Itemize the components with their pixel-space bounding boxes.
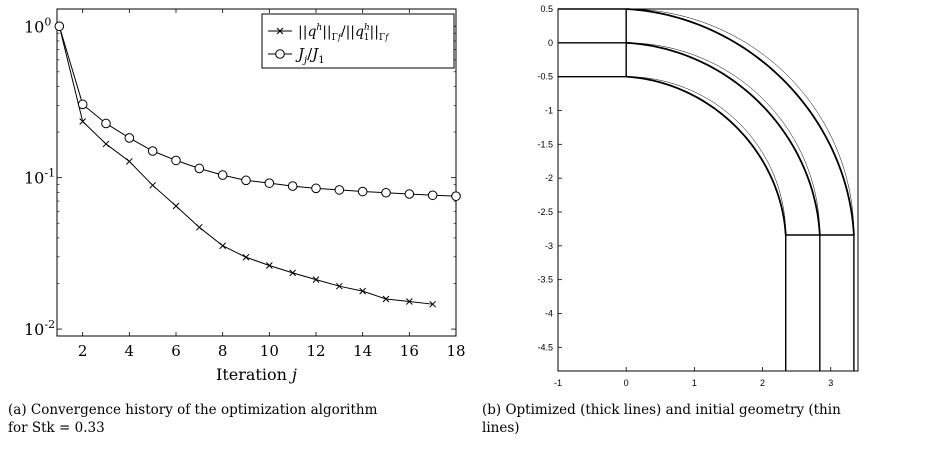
data-point-x: [265, 262, 273, 269]
caption-a-line1: (a) Convergence history of the optimizat…: [8, 402, 378, 418]
y-tick-label: 10-1: [24, 167, 55, 188]
geometry-chart: -1 0 1 2 3 0.5 0 -0.5 -1 -1.5 -2 -2.5 -3 -3.5 -4 -4.5: [537, 4, 859, 388]
legend-marker-x: [276, 27, 284, 35]
data-point-x: [335, 282, 343, 290]
data-point-o: [357, 186, 368, 197]
legend-label-objective: Jj/J1: [295, 45, 325, 66]
data-point-o: [264, 178, 275, 188]
data-point-o: [124, 133, 135, 143]
x-axis-label: Iteration j: [216, 365, 297, 384]
data-point-o: [287, 181, 298, 191]
x-tick-label: 14: [353, 342, 372, 360]
x-tick-label: 6: [171, 342, 181, 360]
data-point-o: [311, 183, 321, 194]
x-tick-label: 0: [624, 378, 629, 388]
y-tick-label: 0.5: [540, 4, 553, 14]
initial-inner-wall: [626, 76, 786, 236]
convergence-chart: 2 4 6 8 10 12 14 16 18 100 10-1 10-2 Iteration j ||qh…: [24, 8, 466, 384]
x-tick-label: 16: [400, 342, 419, 360]
plot-frame: [56, 8, 457, 337]
plot-frame: [557, 8, 859, 372]
y-tick-label: 10-2: [24, 318, 55, 339]
y-tick-label: -2: [545, 173, 553, 183]
data-point-x: [382, 295, 390, 303]
x-tick-label: 2: [760, 378, 765, 388]
data-point-x: [242, 253, 250, 261]
data-point-x: [405, 298, 413, 305]
optimized-center-line: [626, 41, 821, 236]
data-point-o: [451, 191, 461, 201]
caption-b-line1: (b) Optimized (thick lines) and initial …: [482, 402, 841, 418]
data-point-o: [101, 118, 111, 129]
y-tick-label: -4.5: [537, 342, 553, 352]
x-tick-label: 2: [78, 342, 88, 360]
data-point-x: [172, 202, 180, 210]
y-tick-label: 100: [24, 15, 51, 36]
y-tick-label: -2.5: [537, 207, 553, 217]
y-tick-label: -1.5: [537, 139, 553, 149]
initial-outer-wall: [626, 8, 855, 236]
y-tick-label: -3.5: [537, 275, 553, 285]
data-point-o: [381, 187, 391, 198]
x-tick-label: 12: [306, 342, 325, 360]
legend-marker-o: [275, 49, 285, 59]
x-tick-label: 18: [446, 342, 465, 360]
data-point-o: [334, 185, 345, 195]
caption-a-line2: for Stk = 0.33: [8, 420, 105, 436]
y-tick-label: -4: [545, 308, 553, 318]
data-point-x: [312, 276, 320, 284]
optimized-outer-wall: [626, 8, 855, 236]
x-tick-label: 10: [260, 342, 279, 360]
data-point-x: [149, 181, 157, 189]
data-point-x: [429, 300, 437, 308]
x-tick-label: -1: [554, 378, 562, 388]
data-point-x: [79, 118, 87, 125]
series-residual: [55, 22, 437, 308]
data-point-x: [102, 140, 110, 148]
legend-box: [261, 13, 455, 69]
x-tick-label: 4: [125, 342, 135, 360]
data-point-o: [54, 21, 65, 32]
data-point-o: [171, 155, 181, 166]
caption-a: (a) Convergence history of the optimizat…: [8, 401, 463, 437]
caption-b-line2: lines): [482, 420, 520, 436]
caption-b: (b) Optimized (thick lines) and initial …: [482, 401, 922, 437]
y-tick-label: -3: [545, 241, 553, 251]
data-point-x: [359, 287, 367, 295]
data-point-o: [427, 190, 438, 201]
data-point-o: [241, 175, 251, 186]
x-tick-label: 1: [692, 378, 697, 388]
data-point-x: [289, 269, 297, 277]
y-tick-label: 0: [548, 38, 553, 48]
y-tick-label: -0.5: [537, 72, 553, 82]
data-point-o: [404, 189, 415, 199]
data-point-o: [147, 146, 158, 156]
x-tick-label: 8: [218, 342, 228, 360]
data-point-o: [77, 99, 88, 110]
initial-center-line: [626, 42, 821, 236]
data-point-o: [194, 163, 205, 174]
x-tick-label: 3: [828, 378, 833, 388]
y-tick-label: -1: [545, 105, 553, 115]
legend-label-residual: ||qh||Γf/||qh 1||Γf: [298, 23, 390, 43]
data-point-x: [195, 223, 203, 231]
optimized-inner-wall: [626, 75, 787, 236]
data-point-x: [125, 158, 133, 165]
data-point-o: [217, 170, 228, 180]
series-objective: [54, 21, 461, 201]
data-point-x: [219, 242, 227, 250]
